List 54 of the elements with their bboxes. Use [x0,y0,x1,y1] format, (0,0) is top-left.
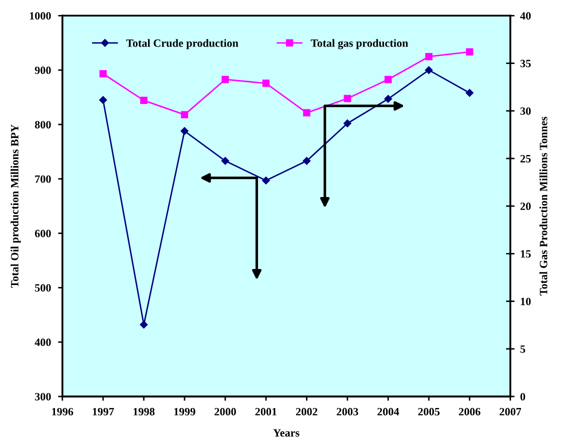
y-tick-label: 500 [35,284,51,292]
x-tick-label: 2000 [214,408,236,416]
y-axis-title: Total Oil production Millions BPY [10,124,21,288]
y2-tick-label: 10 [520,298,531,306]
y2-tick-label: 5 [520,345,526,353]
y2-tick-label: 30 [520,107,531,115]
legend-label: Total gas production [310,39,408,50]
point [384,76,392,84]
x-axis-title: Years [273,429,300,437]
point [99,96,107,104]
x-tick-label: 1997 [92,408,114,416]
y2-tick-label: 35 [520,60,531,68]
point [425,66,433,74]
y2-tick-label: 40 [520,12,531,20]
point [425,53,432,60]
x-tick-label: 1998 [134,408,155,416]
y-tick-label: 400 [34,338,51,346]
x-tick-label: 2002 [296,408,318,416]
point [180,127,188,135]
point [99,70,107,78]
point [180,111,188,118]
point [140,320,148,329]
y-tick-label: 800 [34,120,51,128]
y-tick-label: 300 [35,392,51,400]
point [344,94,352,102]
y2-axis-title: Total Gas Production Millions Tonnes [539,116,548,296]
x-tick-label: 2006 [458,408,480,416]
x-tick-label: 1996 [52,408,74,416]
x-tick-label: 2004 [377,408,400,416]
point [262,176,270,184]
point [140,96,148,104]
y-tick-label: 700 [35,175,51,183]
point [221,157,230,165]
legend-label: Total Crude production [126,39,238,50]
x-tick-label: 2003 [336,408,358,416]
y2-tick-label: 25 [520,154,531,162]
x-tick-label: 2007 [500,408,522,416]
point [303,109,310,116]
point [344,120,352,128]
point [384,95,392,103]
x-tick-label: 2005 [418,408,440,416]
y2-tick-label: 0 [520,392,526,400]
point [262,80,270,87]
y-tick-label: 600 [34,230,51,238]
y-tick-label: 900 [34,66,51,74]
y-tick-label: 1000 [30,12,51,20]
x-tick-label: 1999 [174,408,196,416]
point [222,76,229,84]
point [466,48,474,56]
point [466,89,474,97]
y2-tick-label: 20 [520,202,531,210]
x-tick-label: 2001 [255,408,277,416]
point [302,157,311,165]
y2-tick-label: 15 [520,250,531,258]
